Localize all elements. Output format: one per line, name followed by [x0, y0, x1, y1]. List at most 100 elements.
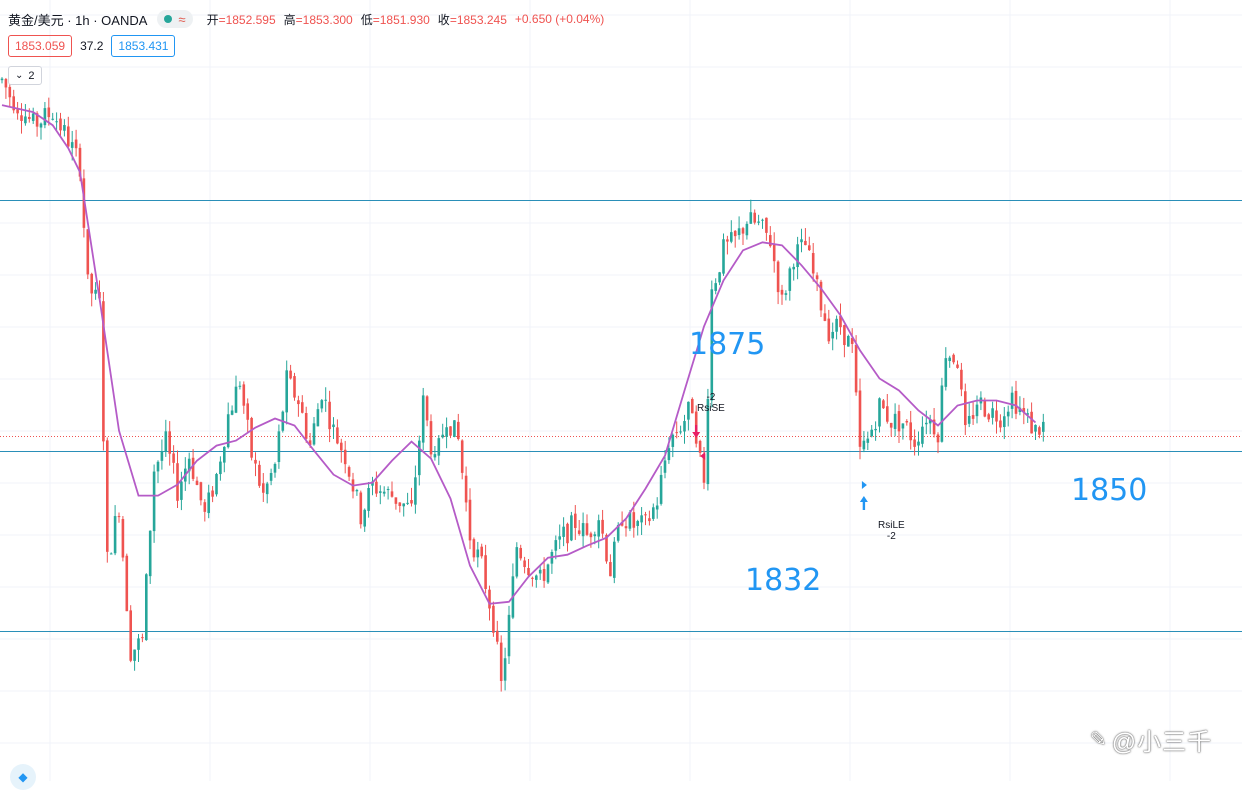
- candle: [745, 221, 749, 240]
- indicators-collapse-button[interactable]: ⌄ 2: [8, 66, 42, 85]
- candle-body: [1014, 390, 1018, 414]
- candle-body: [464, 475, 468, 503]
- candle: [219, 456, 222, 481]
- candle: [226, 402, 230, 449]
- candle: [714, 278, 717, 295]
- tradingview-logo-icon[interactable]: ◆: [10, 764, 36, 790]
- candle-body: [133, 649, 136, 661]
- candle: [956, 360, 959, 369]
- candle-body: [195, 480, 199, 485]
- candle: [20, 103, 23, 134]
- candle-body: [312, 423, 316, 445]
- candle: [1014, 380, 1018, 420]
- candle-body: [0, 78, 4, 81]
- candle-body: [706, 398, 710, 485]
- candle: [390, 481, 394, 498]
- candle-body: [808, 245, 811, 251]
- candle: [316, 403, 320, 427]
- candle: [152, 464, 156, 543]
- candle-body: [1042, 421, 1045, 432]
- candle-body: [546, 564, 550, 583]
- candle: [304, 406, 308, 443]
- candle-body: [913, 439, 916, 447]
- candle-body: [47, 107, 51, 118]
- horizontal-levels: [0, 200, 1242, 632]
- candle: [402, 503, 405, 517]
- candle: [496, 620, 499, 645]
- candle-body: [507, 614, 511, 657]
- candle-body: [223, 446, 226, 463]
- candle: [928, 414, 932, 435]
- candle-body: [854, 344, 858, 393]
- candle: [484, 544, 487, 594]
- candle-body: [472, 539, 476, 558]
- candle: [59, 112, 62, 137]
- candle-body: [538, 569, 542, 574]
- candle: [527, 559, 530, 578]
- candle: [328, 390, 331, 443]
- candle: [780, 284, 784, 305]
- candle-body: [952, 354, 955, 363]
- candle-body: [726, 239, 729, 242]
- candle-body: [363, 509, 366, 527]
- candle-body: [269, 472, 273, 481]
- candle: [262, 473, 265, 502]
- candle-body: [878, 398, 881, 427]
- candle: [558, 524, 561, 550]
- candle: [808, 236, 811, 252]
- candle-body: [386, 488, 390, 491]
- candle-body: [293, 376, 296, 398]
- candle-body: [667, 448, 671, 461]
- candle: [909, 410, 912, 450]
- candle-body: [176, 463, 179, 501]
- candle-body: [496, 630, 499, 642]
- buy-price-button[interactable]: 1853.431: [111, 35, 176, 57]
- candle-body: [418, 440, 421, 476]
- candle: [371, 476, 374, 496]
- candle: [476, 541, 480, 568]
- candle: [24, 104, 27, 126]
- candle: [176, 450, 179, 509]
- ohlc-open-label: 开: [206, 12, 219, 27]
- candle-body: [74, 139, 78, 149]
- candle-body: [745, 223, 749, 236]
- candle: [640, 507, 643, 535]
- candle-body: [148, 530, 152, 577]
- candle: [234, 375, 238, 414]
- candle: [242, 381, 246, 414]
- candle: [94, 282, 97, 300]
- candle: [574, 505, 577, 540]
- chevron-down-icon: ⌄: [15, 70, 24, 81]
- candle-body: [297, 400, 300, 405]
- candle-body: [527, 568, 530, 576]
- candle: [1010, 386, 1014, 419]
- ohlc-high: 高=1853.300: [284, 11, 353, 28]
- candle: [991, 401, 994, 425]
- candle: [480, 543, 483, 559]
- candle: [137, 634, 140, 662]
- market-status-pill[interactable]: ≈: [157, 10, 193, 28]
- candle-body: [109, 553, 113, 555]
- candle-body: [632, 512, 636, 528]
- candle: [679, 425, 682, 435]
- candle: [320, 398, 324, 413]
- candle-body: [301, 402, 304, 413]
- candle-body: [67, 126, 70, 147]
- candle: [133, 649, 136, 671]
- candle-body: [219, 461, 222, 475]
- candle-body: [343, 449, 347, 465]
- candle: [761, 218, 764, 229]
- candle: [940, 377, 944, 443]
- symbol-title[interactable]: 黄金/美元 · 1h · OANDA: [8, 12, 148, 28]
- sell-price-button[interactable]: 1853.059: [8, 35, 73, 57]
- candle-body: [320, 400, 324, 409]
- candle-body: [4, 78, 8, 88]
- candle: [74, 129, 78, 157]
- candle: [445, 417, 448, 449]
- candle: [324, 387, 327, 412]
- candle: [8, 83, 12, 108]
- candle-body: [601, 519, 604, 534]
- candle: [406, 492, 409, 505]
- candle-body: [414, 477, 417, 505]
